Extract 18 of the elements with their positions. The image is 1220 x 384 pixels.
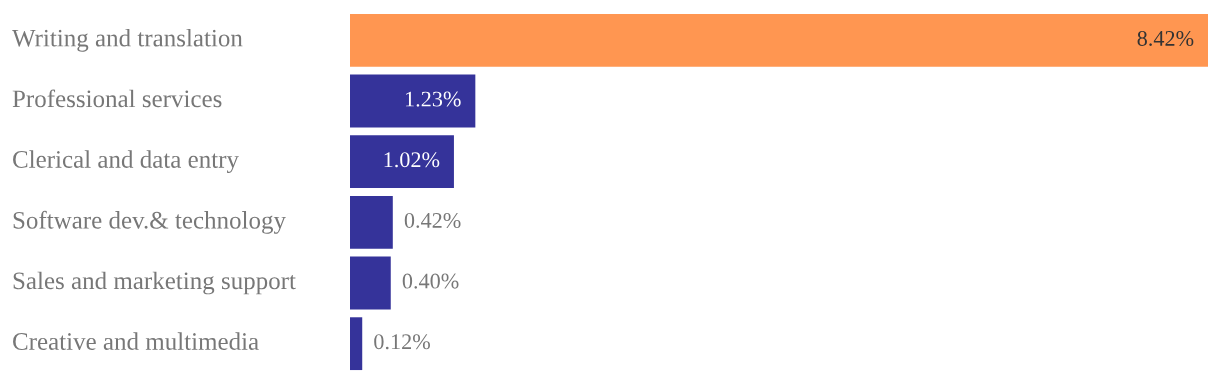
bar: [350, 13, 1208, 67]
y-tick-label: Sales and marketing support: [13, 271, 296, 295]
bar: [350, 256, 391, 310]
data-label: 1.23%: [406, 91, 461, 107]
bar: [350, 317, 363, 371]
bar: [350, 135, 454, 189]
y-tick-label: Professional services: [12, 89, 222, 108]
data-label: 8.42%: [1137, 30, 1194, 46]
data-label: 1.02%: [384, 152, 440, 168]
y-tick-label: Creative and multimedia: [13, 332, 259, 350]
y-tick-label: Writing and translation: [12, 28, 243, 52]
bar: [350, 74, 476, 128]
bar: [350, 195, 393, 249]
data-label: 0.12%: [374, 334, 430, 350]
data-label: 0.40%: [402, 273, 459, 289]
data-label: 0.42%: [404, 212, 461, 228]
y-tick-label: Clerical and data entry: [13, 150, 239, 174]
y-tick-label: Software dev.& technology: [13, 210, 286, 234]
